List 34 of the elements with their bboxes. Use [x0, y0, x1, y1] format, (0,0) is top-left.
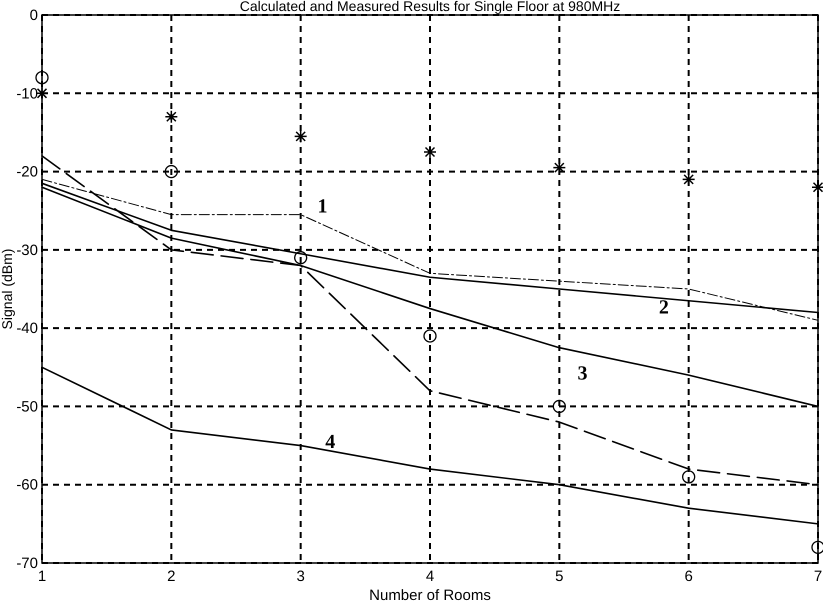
- point: [552, 400, 566, 414]
- point: [294, 130, 308, 144]
- annotation: 3: [577, 362, 588, 384]
- point: [423, 145, 437, 159]
- point: [682, 172, 696, 186]
- annotation: 4: [325, 430, 336, 453]
- y-tick-label: -10: [16, 85, 38, 102]
- x-tick-label: 5: [555, 568, 564, 585]
- annotation: 2: [658, 296, 669, 319]
- y-tick-label: -30: [16, 242, 38, 259]
- point: [294, 251, 308, 264]
- x-tick-label: 6: [684, 568, 693, 585]
- point: [164, 110, 178, 124]
- y-tick-label: 0: [30, 7, 38, 24]
- annotation: 1: [317, 195, 328, 218]
- point: [811, 540, 823, 554]
- y-tick-label: -50: [16, 398, 38, 416]
- point: [35, 70, 49, 84]
- x-tick-label: 4: [426, 568, 434, 585]
- point: [164, 164, 178, 178]
- y-tick-label: -70: [16, 555, 38, 572]
- y-tick-label: -60: [16, 476, 38, 494]
- y-tick-label: -40: [16, 320, 38, 338]
- point: [682, 470, 696, 484]
- x-tick-label: 7: [814, 568, 822, 585]
- y-tick-label: -20: [16, 164, 38, 181]
- x-tick-label: 1: [38, 568, 46, 585]
- x-axis-title: Number of Rooms: [369, 587, 491, 604]
- point: [423, 329, 437, 343]
- y-axis-title: Signal (dBm): [0, 248, 15, 330]
- point: [552, 160, 566, 174]
- x-tick-label: 2: [167, 568, 176, 585]
- chart-title: Calculated and Measured Results for Single Floor at 980MHz: [240, 0, 620, 14]
- x-tick-label: 3: [296, 568, 305, 585]
